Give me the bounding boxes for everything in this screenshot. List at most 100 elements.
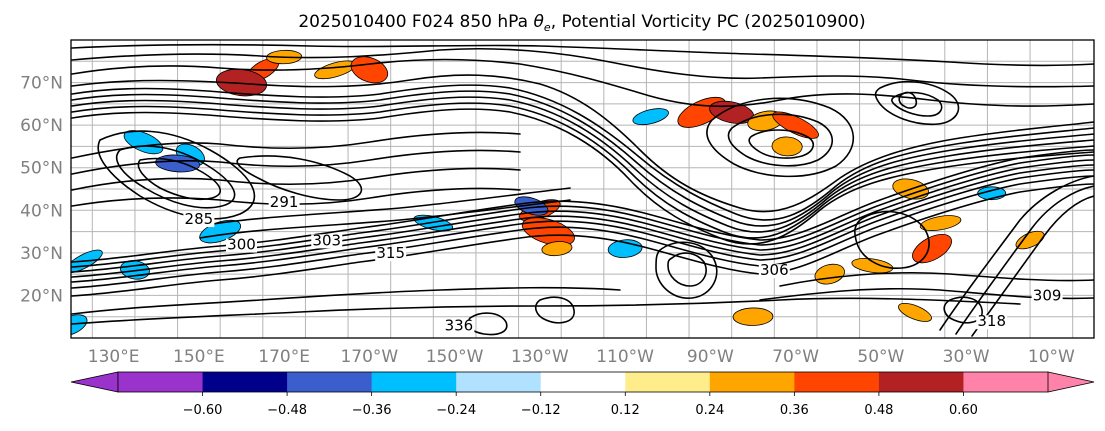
- contour-label-bg: [976, 315, 1008, 330]
- contour-label: 306: [760, 261, 789, 279]
- theta-contour: [71, 58, 1094, 108]
- colorbar-frame: [117, 371, 1049, 393]
- colorbar-tick-label: −0.12: [521, 403, 561, 418]
- pv-anomaly: [919, 215, 962, 231]
- lon-tick-label: 170°W: [340, 347, 398, 367]
- contour-label: 336: [445, 316, 474, 334]
- colorbar-tick-label: 0.60: [949, 403, 978, 418]
- theta-contour: [71, 159, 1094, 273]
- lon-tick-label: 10°W: [1028, 347, 1075, 367]
- lon-tick-label: 70°W: [772, 347, 819, 367]
- colorbar-tick-label: 0.36: [780, 403, 809, 418]
- pv-anomaly: [71, 314, 88, 337]
- contour-label: 285: [185, 210, 214, 228]
- colorbar-tick-label: −0.36: [352, 403, 392, 418]
- latitude-labels: 70°N 60°N 50°N 40°N 30°N 20°N: [20, 74, 63, 307]
- colorbar-segment: [963, 372, 1049, 392]
- colorbar-over-extension: [1047, 371, 1095, 393]
- theta-contour: [97, 130, 256, 220]
- theta-contour: [534, 296, 575, 324]
- theta-contour: [199, 199, 571, 239]
- lon-tick-label: 50°W: [857, 347, 904, 367]
- lon-tick-label: 130°W: [511, 347, 569, 367]
- theta-contour: [71, 96, 1094, 233]
- contour-label-bg: [443, 319, 475, 334]
- colorbar-tick-label: −0.60: [183, 403, 223, 418]
- theta-contour: [71, 167, 521, 191]
- lon-tick-label: 170°E: [258, 347, 310, 367]
- theta-contour: [71, 286, 621, 315]
- contour-label-bg: [375, 247, 407, 262]
- colorbar-segment: [287, 372, 373, 392]
- lon-tick-label: 130°E: [88, 347, 140, 367]
- pv-anomaly: [771, 136, 803, 157]
- theta-contour: [71, 74, 1094, 213]
- theta-contour: [71, 183, 1094, 297]
- colorbar-segment: [540, 372, 626, 392]
- contour-label-bg: [183, 213, 215, 228]
- pv-anomaly: [898, 302, 932, 322]
- lat-tick-label: 60°N: [20, 116, 63, 136]
- pv-anomaly: [912, 233, 952, 264]
- colorbar-segment: [118, 372, 204, 392]
- pv-anomaly: [732, 307, 774, 326]
- colorbar-tick-label: 0.48: [864, 403, 893, 418]
- colorbar-tick-label: 0.24: [695, 403, 724, 418]
- theta-contour: [779, 271, 1094, 287]
- theta-contour: [71, 175, 1094, 289]
- lon-tick-label: 150°W: [426, 347, 484, 367]
- colorbar-segment: [709, 372, 795, 392]
- theta-contour: [955, 185, 1094, 335]
- colorbar-segment: [456, 372, 542, 392]
- lon-tick-label: 30°W: [943, 347, 990, 367]
- theta-e-contours: [71, 43, 1094, 337]
- contour-label-bg: [1031, 289, 1063, 304]
- longitude-labels: 130°E 150°E 170°E 170°W 150°W 130°W 110°W 90°W 7…: [88, 347, 1075, 367]
- colorbar-segment: [878, 372, 964, 392]
- lat-tick-label: 30°N: [20, 244, 63, 264]
- theta-contour: [71, 108, 1094, 245]
- theta-contour: [727, 113, 834, 167]
- contour-label: 303: [312, 231, 341, 249]
- theta-contour: [971, 195, 1094, 337]
- map-frame: [70, 39, 1095, 339]
- theta-contour: [939, 175, 1094, 331]
- theta-contour: [71, 102, 1094, 239]
- theta-contour: [655, 241, 718, 299]
- lon-tick-label: 90°W: [687, 347, 734, 367]
- contour-label: 309: [1033, 287, 1062, 305]
- colorbar-tick-label: −0.48: [267, 403, 307, 418]
- colorbar-segment: [202, 372, 288, 392]
- lat-tick-label: 20°N: [20, 286, 63, 306]
- pv-fill-layer: [71, 49, 1045, 337]
- theta-contour: [748, 129, 814, 159]
- colorbar-segment: [371, 372, 457, 392]
- theta-contour: [71, 297, 1021, 325]
- chart-title: 2025010400 F024 850 hPa θe, Potential Vo…: [298, 12, 865, 34]
- theta-contour: [71, 47, 1094, 88]
- colorbar-segment: [794, 372, 880, 392]
- theta-contour: [71, 84, 1094, 221]
- contour-label: 291: [270, 193, 299, 211]
- pv-anomaly: [541, 241, 573, 257]
- map-panel: 291 285 300 303 315 306 336 318 309: [70, 39, 1095, 339]
- contour-label: 300: [227, 236, 256, 254]
- contour-label: 315: [376, 244, 405, 262]
- theta-contour: [137, 157, 222, 201]
- colorbar-segment: [625, 372, 711, 392]
- contour-label-bg: [311, 234, 343, 249]
- colorbar-tick-label: 0.12: [611, 403, 640, 418]
- theta-contour: [71, 131, 521, 159]
- pv-anomaly: [632, 108, 669, 126]
- lon-tick-label: 150°E: [173, 347, 225, 367]
- lat-tick-label: 70°N: [20, 74, 63, 94]
- theta-contour: [71, 164, 1094, 278]
- theta-contour: [898, 91, 918, 109]
- lon-tick-label: 110°W: [596, 347, 654, 367]
- contour-label-bg: [226, 238, 257, 253]
- pv-anomaly: [123, 130, 164, 155]
- theta-contour: [71, 169, 1094, 283]
- theta-contour: [667, 252, 707, 287]
- contour-label: 318: [977, 312, 1006, 330]
